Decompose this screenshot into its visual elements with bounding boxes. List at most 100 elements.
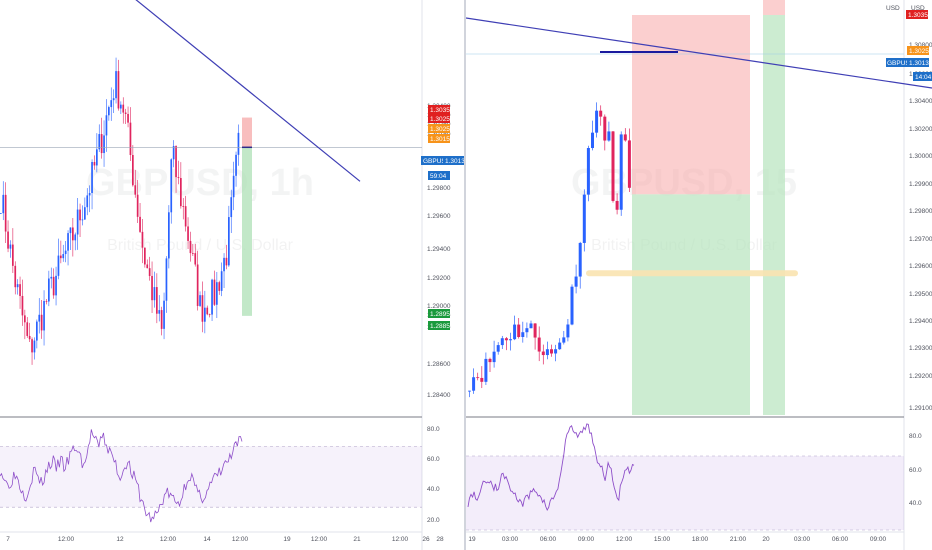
left-chart-svg[interactable]: GBPUSD, 1h British Pound / U.S. Dollar 1.3… [0,0,464,550]
candle-body [158,310,161,314]
candle-body [578,242,582,277]
right-chart-pane[interactable]: GBPUSD, 15British Pound / U.S. Dollar1.3… [466,0,932,550]
candle-body [76,209,79,235]
candle-body [545,349,549,356]
right-y-tick-label: 1.29600 [909,263,932,270]
right-x-tick-label: 15:00 [654,536,671,543]
candle-body [120,104,122,109]
candle-body [525,328,529,333]
left-x-tick-label: 12:00 [311,536,328,543]
currency-label-right: USD [911,5,925,12]
candle-body [480,377,484,382]
symbol-badge-text: GBPUSD [423,158,451,165]
left-x-tick-label: 21 [353,536,361,543]
right-y-tick-label: 1.30200 [909,126,932,133]
candle-body [211,279,213,315]
stop-loss-zone-2 [763,0,785,15]
candle-body [12,244,14,266]
rsi-y-tick-label: 80.0 [909,433,922,440]
candle-body [175,145,177,178]
candle-body [582,194,586,243]
left-chart-pane[interactable]: GBPUSD, 1h British Pound / U.S. Dollar 1.3… [0,0,464,550]
rsi-y-tick-label: 20.0 [427,517,440,524]
left-x-tick-label: 19 [283,536,291,543]
candle-body [40,314,43,331]
price-badge-text: 1.30350 [908,12,932,19]
candle-body [100,134,103,154]
candle-body [132,155,134,186]
support-zone [586,270,798,277]
price-badge-text: 1.30250 [430,116,454,123]
candle-body [237,132,240,155]
right-y-tick-label: 1.29700 [909,236,932,243]
candle-body [112,98,115,101]
candle-body [189,240,192,254]
left-watermark: GBPUSD, 1h [86,162,314,204]
left-watermark-subtitle: British Pound / U.S. Dollar [107,237,294,254]
right-x-tick-label: 03:00 [794,536,811,543]
currency-label: USD [886,5,900,12]
pane-divider[interactable] [464,0,466,550]
candle-body [521,332,525,337]
candle-body [45,300,48,302]
candle-body [192,253,194,254]
candle-body [213,279,216,305]
candle-body [52,276,55,296]
candle-body [603,116,607,141]
candle-body [199,295,201,306]
price-badge [428,114,450,123]
candle-body [220,271,223,291]
right-y-tick-label: 1.29400 [909,318,932,325]
candle-body [36,321,38,341]
candle-body [232,175,235,198]
candle-body [208,314,211,316]
price-badge [443,156,464,165]
right-y-tick-label: 1.29100 [909,405,932,412]
take-profit-zone [242,147,252,316]
candle-body [81,219,84,221]
candle-body [86,195,89,208]
candle-body [218,282,221,291]
candle-body [38,314,41,322]
candle-body [74,234,77,241]
candle-body [504,338,508,341]
candle-body [541,351,545,356]
candle-body [168,212,170,259]
price-badge [907,58,929,67]
candle-body [165,258,168,301]
price-badge-text: 1.30137 [909,60,932,67]
candle-body [129,122,132,156]
left-x-tick-label: 7 [6,536,10,543]
candle-body [160,310,163,329]
candle-body [537,337,541,352]
candle-body [529,323,533,329]
candle-body [627,140,631,188]
candle-body [194,253,197,265]
left-x-tick-label: 12 [116,536,124,543]
candle-body [607,131,611,141]
right-x-tick-label: 09:00 [870,536,887,543]
candle-body [84,207,86,220]
candle-body [586,148,590,195]
candle-body [117,71,120,109]
candle-body [139,216,141,232]
price-badge [428,134,450,143]
candle-body [31,339,33,353]
right-chart-svg[interactable]: GBPUSD, 15British Pound / U.S. Dollar1.3… [466,0,932,550]
candle-body [151,275,153,301]
right-x-tick-label: 18:00 [692,536,709,543]
price-badge-text: 1.30350 [430,107,454,114]
right-x-tick-label: 03:00 [502,536,519,543]
symbol-badge-text: GBPUSD [887,60,915,67]
symbol-badge [886,58,908,67]
price-badge [428,171,450,180]
trendline [135,0,361,182]
candle-body [108,107,110,116]
candle-body [43,300,45,331]
left-x-tick-label: 12:00 [392,536,409,543]
candle-body [28,335,31,340]
candle-body [55,275,57,296]
left-y-tick-label: 1.28400 [427,392,451,399]
candle-body [105,115,108,136]
right-y-tick-label: 1.29900 [909,181,932,188]
